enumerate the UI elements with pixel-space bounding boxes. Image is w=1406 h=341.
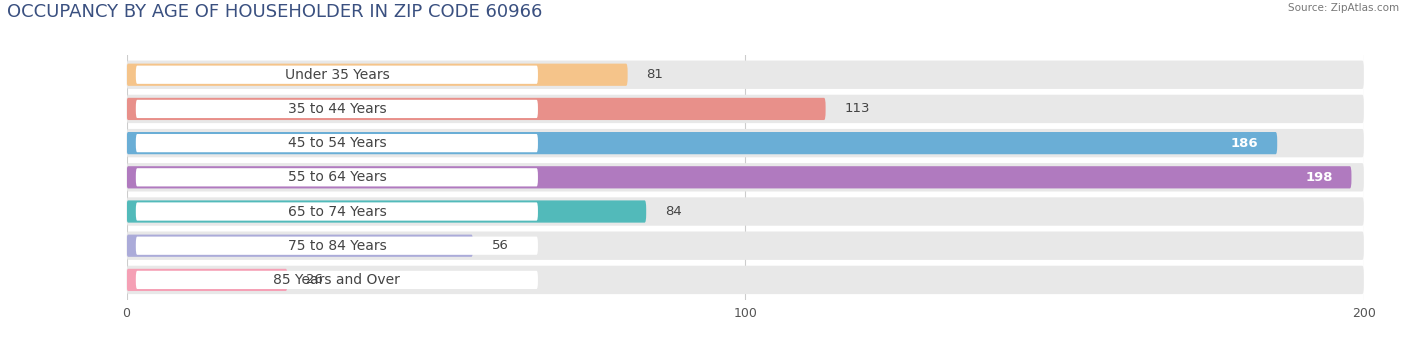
FancyBboxPatch shape — [136, 168, 538, 187]
Text: 84: 84 — [665, 205, 682, 218]
Text: 26: 26 — [307, 273, 323, 286]
Text: 81: 81 — [647, 68, 664, 81]
Text: Source: ZipAtlas.com: Source: ZipAtlas.com — [1288, 3, 1399, 13]
Text: 113: 113 — [844, 102, 870, 116]
Text: 56: 56 — [492, 239, 509, 252]
FancyBboxPatch shape — [127, 166, 1351, 189]
FancyBboxPatch shape — [127, 98, 825, 120]
FancyBboxPatch shape — [136, 237, 538, 255]
Text: OCCUPANCY BY AGE OF HOUSEHOLDER IN ZIP CODE 60966: OCCUPANCY BY AGE OF HOUSEHOLDER IN ZIP C… — [7, 3, 543, 21]
FancyBboxPatch shape — [127, 129, 1364, 157]
FancyBboxPatch shape — [136, 100, 538, 118]
Text: 75 to 84 Years: 75 to 84 Years — [287, 239, 387, 253]
FancyBboxPatch shape — [127, 163, 1364, 192]
Text: 35 to 44 Years: 35 to 44 Years — [288, 102, 387, 116]
FancyBboxPatch shape — [127, 95, 1364, 123]
Text: 55 to 64 Years: 55 to 64 Years — [287, 170, 387, 184]
Text: Under 35 Years: Under 35 Years — [284, 68, 389, 82]
FancyBboxPatch shape — [127, 232, 1364, 260]
FancyBboxPatch shape — [127, 61, 1364, 89]
Text: 45 to 54 Years: 45 to 54 Years — [288, 136, 387, 150]
FancyBboxPatch shape — [136, 203, 538, 221]
FancyBboxPatch shape — [127, 64, 627, 86]
FancyBboxPatch shape — [136, 271, 538, 289]
Text: 85 Years and Over: 85 Years and Over — [273, 273, 401, 287]
FancyBboxPatch shape — [136, 65, 538, 84]
Text: 186: 186 — [1232, 137, 1258, 150]
FancyBboxPatch shape — [127, 132, 1277, 154]
FancyBboxPatch shape — [127, 266, 1364, 294]
FancyBboxPatch shape — [136, 134, 538, 152]
FancyBboxPatch shape — [127, 197, 1364, 226]
FancyBboxPatch shape — [127, 235, 472, 257]
Text: 198: 198 — [1305, 171, 1333, 184]
FancyBboxPatch shape — [127, 201, 647, 223]
Text: 65 to 74 Years: 65 to 74 Years — [287, 205, 387, 219]
FancyBboxPatch shape — [127, 269, 287, 291]
